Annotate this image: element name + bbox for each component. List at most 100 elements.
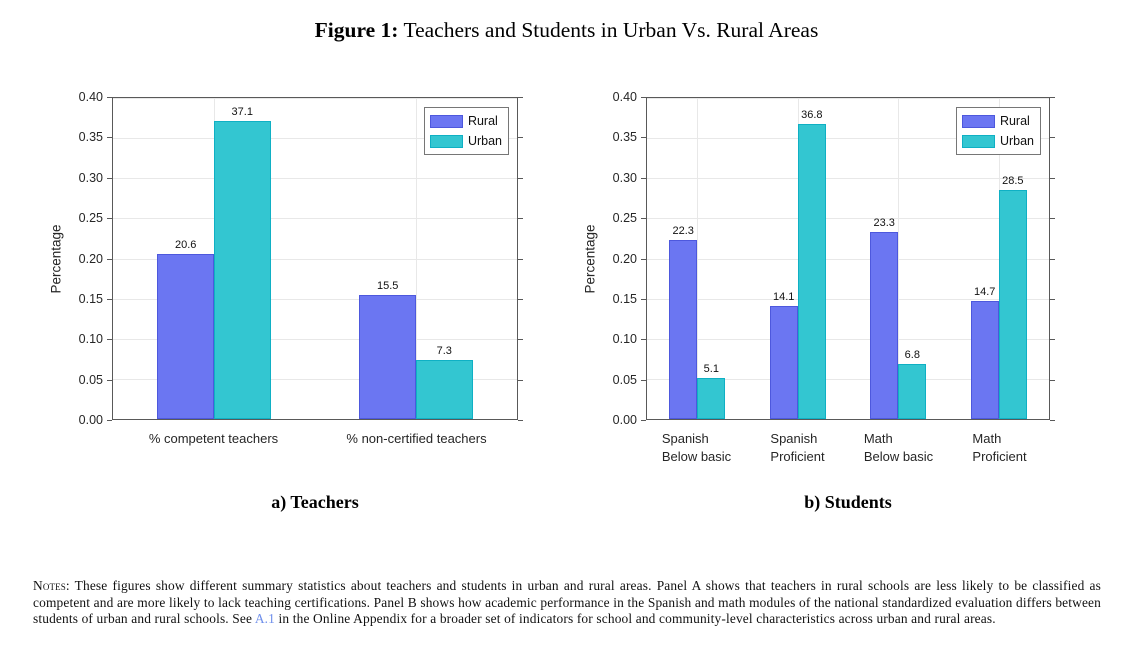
y-tick-mark — [518, 258, 523, 260]
y-tick-label: 0.30 — [612, 170, 637, 185]
bar-value-label: 22.3 — [672, 225, 694, 238]
y-tick-mark — [1050, 258, 1055, 260]
y-tick-mark — [1050, 218, 1055, 220]
x-tick-label: Math Below basic — [864, 430, 933, 465]
y-tick-label: 0.25 — [78, 210, 103, 225]
y-tick-mark — [641, 339, 646, 341]
y-tick-mark — [518, 420, 523, 421]
h-gridline — [113, 258, 517, 260]
x-tick-label-line: Math — [972, 431, 1002, 446]
legend-label: Urban — [467, 134, 502, 148]
y-axis-label: Percentage — [48, 223, 64, 294]
legend-item-rural: Rural — [429, 111, 502, 131]
urban-bar — [898, 364, 927, 419]
figure-title: Figure 1: Teachers and Students in Urban… — [0, 18, 1133, 43]
rural-bar — [970, 301, 999, 419]
appendix-a1-link[interactable]: A.1 — [254, 611, 276, 627]
y-tick-mark — [1050, 420, 1055, 421]
y-tick-mark — [107, 339, 112, 341]
x-tick-label: Math Proficient — [972, 430, 1026, 465]
x-tick-label: Spanish Proficient — [770, 430, 824, 465]
y-tick-mark — [1050, 177, 1055, 179]
bar-value-label: 23.3 — [873, 217, 895, 230]
y-tick-mark — [107, 137, 112, 139]
h-gridline — [647, 138, 1049, 140]
rural-bar — [769, 305, 798, 419]
h-gridline — [647, 338, 1049, 340]
y-tick-label: 0.15 — [612, 291, 637, 306]
h-gridline — [647, 178, 1049, 180]
h-gridline — [647, 258, 1049, 260]
y-tick-label: 0.00 — [612, 412, 637, 427]
y-axis-label: Percentage — [582, 223, 598, 294]
bar-value-label: 15.5 — [377, 279, 399, 292]
h-gridline — [647, 218, 1049, 220]
h-gridline — [113, 298, 517, 300]
h-gridline — [113, 378, 517, 380]
y-tick-mark — [518, 298, 523, 300]
y-tick-label: 0.10 — [78, 332, 103, 346]
y-tick-mark — [1050, 339, 1055, 341]
h-gridline — [113, 338, 517, 340]
rural-bar — [359, 294, 416, 419]
y-tick-mark — [641, 218, 646, 220]
y-tick-mark — [641, 137, 646, 139]
rural-bar — [870, 232, 899, 419]
y-tick-mark — [107, 97, 112, 98]
y-tick-mark — [107, 298, 112, 300]
x-tick-label-line: Proficient — [770, 448, 825, 464]
y-tick-mark — [518, 339, 523, 341]
bar-value-label: 6.8 — [904, 349, 920, 362]
x-tick-label-line: Math — [863, 431, 893, 446]
y-tick-mark — [518, 97, 523, 98]
y-tick-mark — [518, 137, 523, 139]
h-gridline — [647, 98, 1049, 99]
notes-label: Notes: — [33, 578, 70, 594]
figure-number: Figure 1: — [314, 18, 399, 42]
bar-value-label: 37.1 — [231, 106, 253, 119]
panel-b-caption: b) Students — [804, 492, 892, 512]
urban-bar — [797, 123, 826, 419]
v-gridline — [416, 98, 417, 419]
h-gridline — [647, 378, 1049, 380]
bar-value-label: 28.5 — [1002, 175, 1024, 188]
x-tick-label-line: Below basic — [863, 448, 934, 464]
h-gridline — [113, 98, 517, 99]
y-tick-mark — [107, 177, 112, 179]
bar-value-label: 36.8 — [801, 108, 823, 121]
legend: Rural Urban — [423, 107, 509, 155]
y-tick-mark — [641, 379, 646, 381]
y-tick-mark — [107, 218, 112, 220]
x-tick-label: Spanish Below basic — [662, 430, 731, 465]
y-tick-label: 0.20 — [612, 251, 637, 266]
rural-swatch — [429, 114, 463, 128]
urban-swatch — [961, 134, 995, 148]
urban-bar — [998, 190, 1027, 419]
notes-text-before-link: These figures show different summary sta… — [33, 578, 1101, 627]
x-tick-label: % non-certified teachers — [346, 431, 487, 446]
y-tick-label: 0.30 — [78, 170, 103, 185]
y-tick-mark — [1050, 298, 1055, 300]
y-tick-mark — [518, 218, 523, 220]
y-tick-label: 0.20 — [78, 251, 103, 266]
legend-label: Rural — [999, 114, 1030, 128]
y-tick-label: 0.35 — [612, 130, 637, 145]
bar-value-label: 20.6 — [175, 238, 197, 251]
y-tick-mark — [107, 258, 112, 260]
legend-label: Rural — [467, 114, 498, 128]
y-tick-label: 0.40 — [78, 89, 103, 104]
notes-text-after-link: in the Online Appendix for a broader set… — [275, 611, 996, 627]
figure-notes: Notes: These figures show different summ… — [33, 578, 1101, 627]
y-tick-mark — [641, 97, 646, 98]
y-tick-mark — [641, 258, 646, 260]
v-gridline — [898, 98, 900, 419]
y-tick-label: 0.35 — [78, 130, 103, 145]
v-gridline — [697, 98, 699, 419]
y-tick-mark — [518, 379, 523, 381]
rural-bar — [669, 240, 698, 419]
y-tick-label: 0.25 — [612, 210, 637, 225]
bar-value-label: 5.1 — [703, 363, 719, 376]
y-tick-mark — [107, 379, 112, 381]
y-tick-mark — [107, 420, 112, 421]
plot-area: 22.3 14.1 23.3 14.7 5.1 36.8 6.8 28.5 — [646, 97, 1050, 420]
